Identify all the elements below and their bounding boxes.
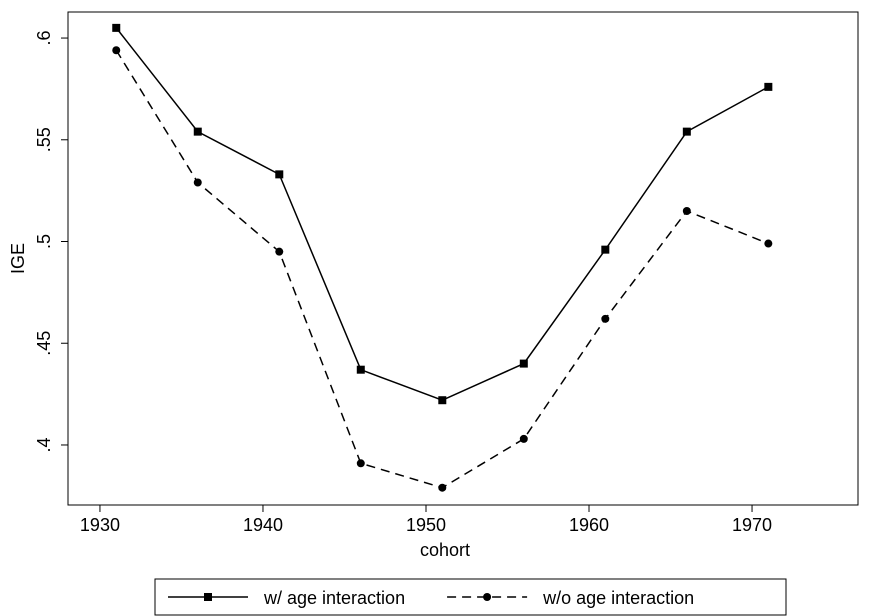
marker xyxy=(112,46,121,55)
marker xyxy=(193,127,202,136)
marker xyxy=(601,314,610,323)
y-axis-label: IGE xyxy=(8,243,28,274)
marker xyxy=(193,178,202,187)
y-tick-label: .55 xyxy=(34,127,54,152)
marker xyxy=(682,127,691,136)
marker xyxy=(438,483,447,492)
marker xyxy=(764,82,773,91)
marker xyxy=(275,170,284,179)
x-tick-label: 1940 xyxy=(243,515,283,535)
marker xyxy=(438,396,447,405)
y-tick-label: .45 xyxy=(34,331,54,356)
legend-label: w/o age interaction xyxy=(542,588,694,608)
marker xyxy=(356,365,365,374)
x-tick-label: 1970 xyxy=(732,515,772,535)
marker xyxy=(112,23,121,32)
x-tick-label: 1960 xyxy=(569,515,609,535)
y-tick-label: .4 xyxy=(34,437,54,452)
y-tick-label: .5 xyxy=(34,234,54,249)
marker xyxy=(519,434,528,443)
marker xyxy=(764,239,773,248)
x-axis-label: cohort xyxy=(420,540,470,560)
plot-frame xyxy=(67,11,859,506)
marker xyxy=(519,359,528,368)
x-tick-label: 1950 xyxy=(406,515,446,535)
marker xyxy=(601,245,610,254)
x-tick-label: 1930 xyxy=(80,515,120,535)
marker xyxy=(356,459,365,468)
legend-marker xyxy=(204,593,212,601)
series-line xyxy=(115,49,769,489)
y-tick-label: .6 xyxy=(34,31,54,46)
legend: w/ age interaction w/o age interaction xyxy=(154,578,787,616)
marker xyxy=(682,206,691,215)
legend-marker xyxy=(483,593,492,601)
series-line xyxy=(115,27,769,402)
legend-label: w/ age interaction xyxy=(263,588,405,608)
marker xyxy=(275,247,284,256)
